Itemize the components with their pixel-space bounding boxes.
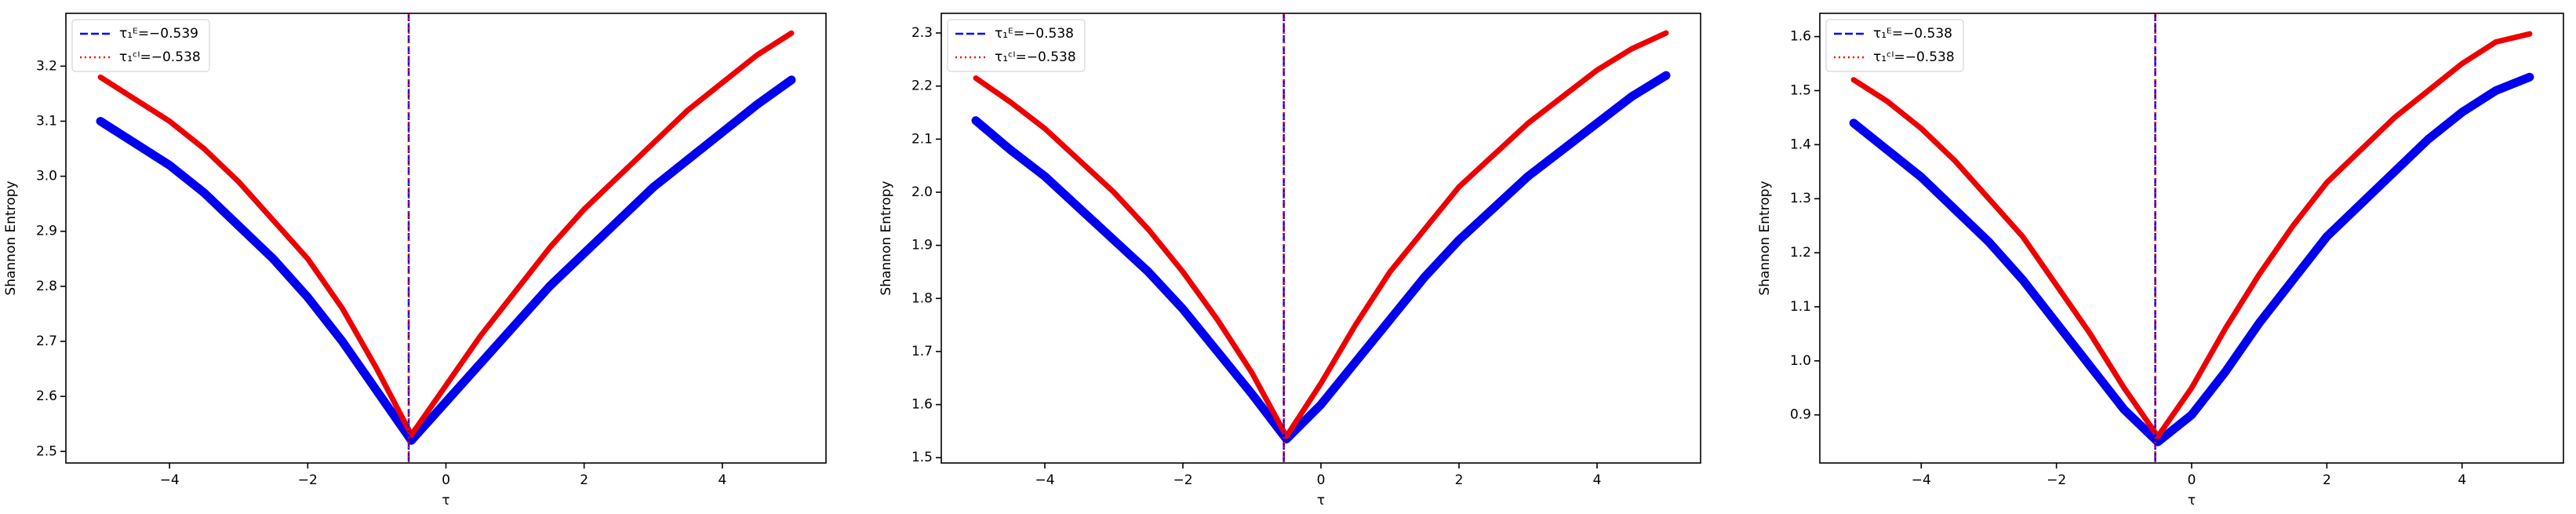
data-line bbox=[97, 30, 795, 438]
x-tick-label: −2 bbox=[298, 472, 318, 488]
y-tick-label: 1.4 bbox=[1790, 137, 1811, 152]
y-tick-label: 1.6 bbox=[911, 397, 933, 413]
legend-label: τ₁ᴱ=−0.538 bbox=[1873, 26, 1952, 42]
legend-label: τ₁ᶜᴵ=−0.538 bbox=[119, 49, 201, 65]
y-tick-label: 3.2 bbox=[36, 58, 57, 74]
x-tick-label: 0 bbox=[2188, 472, 2196, 488]
x-tick-label: −2 bbox=[1173, 472, 1192, 488]
y-tick-label: 1.5 bbox=[1790, 82, 1811, 98]
legend-label: τ₁ᴱ=−0.539 bbox=[119, 26, 198, 42]
x-axis-label: τ bbox=[1317, 493, 1325, 509]
x-tick-label: −4 bbox=[1912, 472, 1931, 488]
y-tick-label: 2.3 bbox=[911, 25, 933, 41]
y-tick-label: 1.0 bbox=[1790, 353, 1811, 369]
y-tick-label: 1.1 bbox=[1790, 299, 1811, 315]
legend-label: τ₁ᶜᴵ=−0.538 bbox=[1873, 49, 1955, 65]
y-axis-label: Shannon Entropy bbox=[879, 180, 894, 295]
x-tick-label: 0 bbox=[442, 472, 450, 488]
x-axis-label: τ bbox=[442, 493, 449, 509]
y-tick-label: 2.6 bbox=[36, 388, 57, 404]
y-tick-label: 1.8 bbox=[911, 290, 933, 306]
x-tick-label: 2 bbox=[2323, 472, 2331, 488]
y-tick-label: 1.2 bbox=[1790, 245, 1811, 261]
y-tick-label: 1.9 bbox=[911, 238, 933, 253]
x-tick-label: 4 bbox=[1593, 472, 1602, 488]
legend-label: τ₁ᴱ=−0.538 bbox=[995, 26, 1074, 42]
x-tick-label: −2 bbox=[2047, 472, 2066, 488]
data-line bbox=[971, 71, 1671, 444]
y-tick-label: 2.5 bbox=[36, 443, 57, 459]
x-tick-label: −4 bbox=[1035, 472, 1054, 488]
data-line bbox=[1849, 72, 2534, 447]
legend-label: τ₁ᶜᴵ=−0.538 bbox=[995, 49, 1076, 65]
subplot: −4 −2 0 2 4 0.9 1.0 1.1 1.2 1.3 1.4 1.5 1.6 τ Shannon … bbox=[1757, 13, 2564, 509]
subplot: −4 −2 0 2 4 2.5 2.6 2.7 2.8 2.9 3.0 3.1 3.2 τ Shannon … bbox=[3, 13, 827, 509]
y-tick-label: 2.1 bbox=[911, 131, 933, 147]
data-line bbox=[973, 30, 1669, 439]
y-tick-label: 1.7 bbox=[911, 344, 933, 359]
subplot: −4 −2 0 2 4 1.5 1.6 1.7 1.8 1.9 2.0 2.1 2.2 2.3 τ Shann… bbox=[879, 13, 1701, 509]
x-tick-label: 0 bbox=[1317, 472, 1326, 488]
x-axis-label: τ bbox=[2188, 493, 2196, 509]
legend-box bbox=[947, 19, 1086, 72]
y-tick-label: 2.9 bbox=[36, 224, 57, 239]
data-line bbox=[96, 75, 796, 445]
y-tick-label: 2.0 bbox=[911, 184, 933, 200]
y-tick-label: 1.3 bbox=[1790, 191, 1811, 206]
x-tick-label: 4 bbox=[718, 472, 726, 488]
legend-box bbox=[1825, 19, 1964, 72]
y-tick-label: 2.7 bbox=[36, 334, 57, 349]
data-line bbox=[1850, 31, 2533, 439]
legend-box bbox=[71, 19, 210, 72]
y-tick-label: 2.2 bbox=[911, 78, 933, 94]
y-tick-label: 0.9 bbox=[1790, 407, 1811, 423]
x-tick-label: −4 bbox=[160, 472, 180, 488]
y-tick-label: 1.5 bbox=[911, 450, 933, 465]
y-axis-label: Shannon Entropy bbox=[1757, 180, 1773, 295]
y-axis-label: Shannon Entropy bbox=[3, 180, 19, 295]
x-tick-label: 4 bbox=[2458, 472, 2466, 488]
y-tick-label: 3.1 bbox=[36, 113, 57, 129]
y-tick-label: 1.6 bbox=[1790, 29, 1811, 45]
y-tick-label: 2.8 bbox=[36, 279, 57, 294]
y-tick-label: 3.0 bbox=[36, 169, 57, 184]
x-tick-label: 2 bbox=[580, 472, 588, 488]
x-tick-label: 2 bbox=[1455, 472, 1464, 488]
axes-frame bbox=[1819, 13, 2564, 464]
